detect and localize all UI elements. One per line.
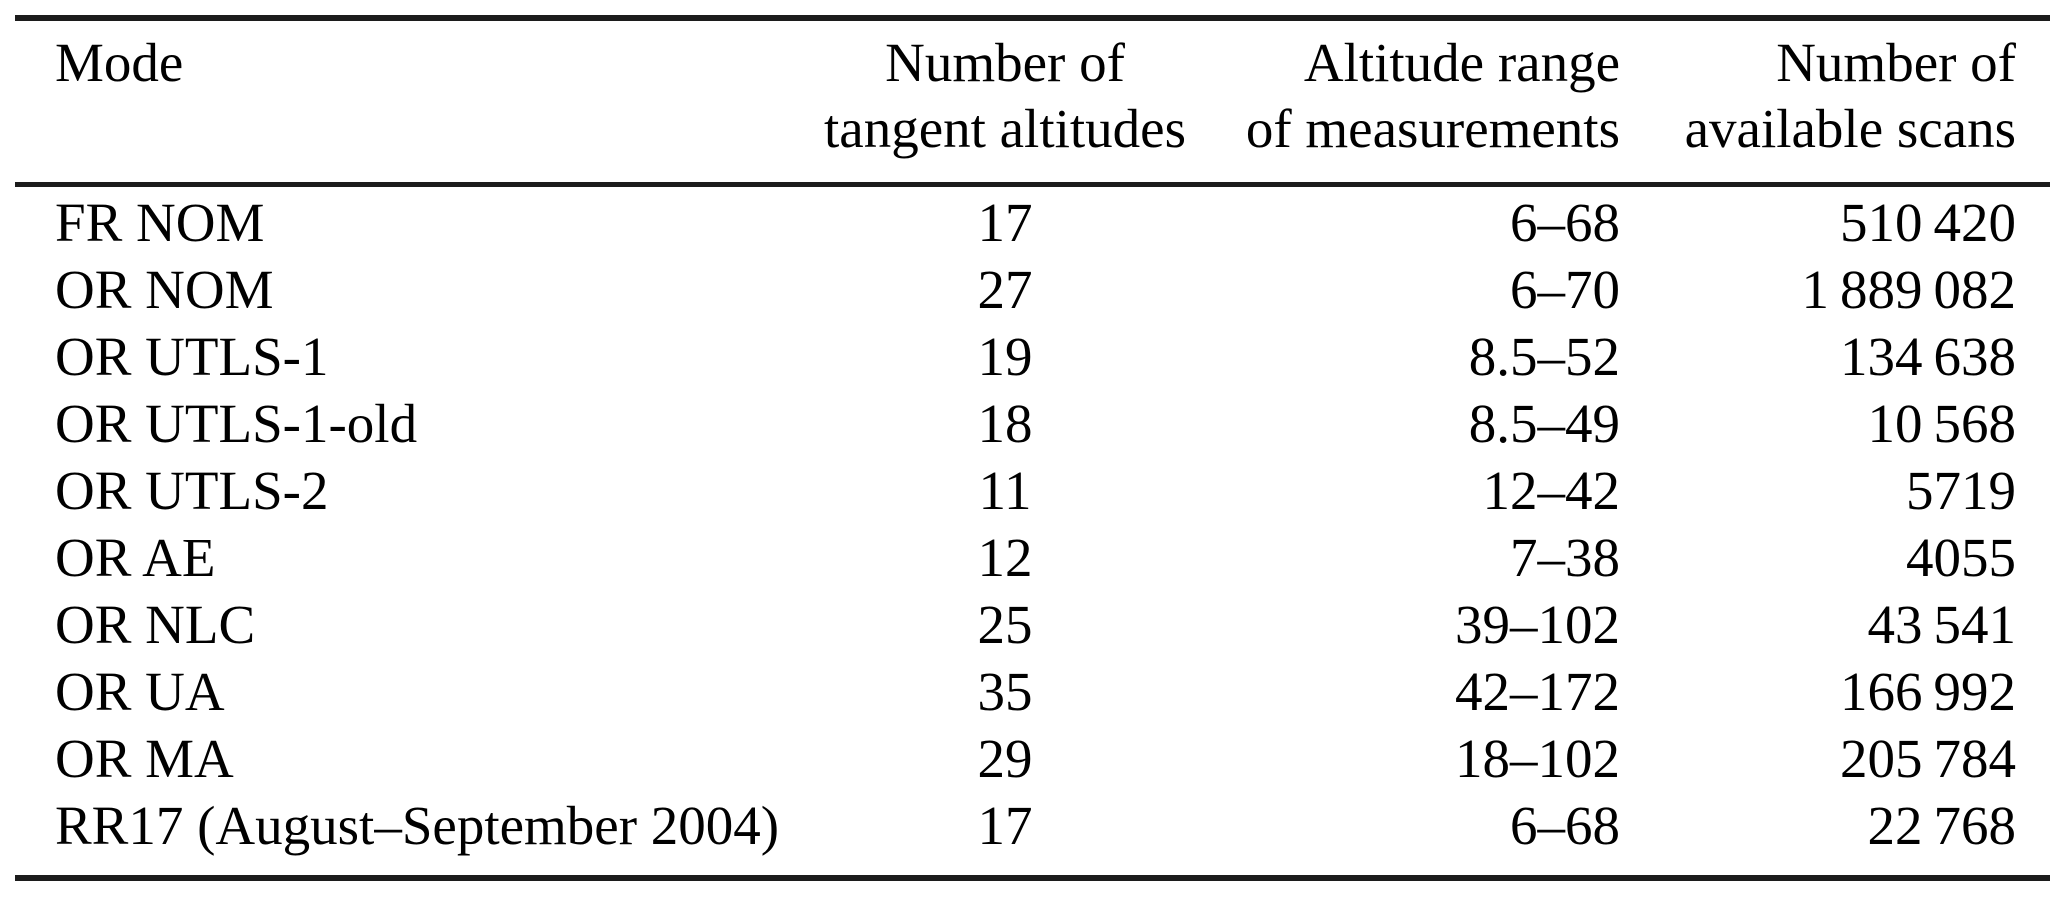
available-scans-cell: 43 541 [1867, 594, 2016, 655]
tangent-altitudes-cell: 35 [977, 661, 1033, 722]
table-row: OR UTLS-1 19 8.5–52 134 638 [15, 323, 2050, 390]
tangent-altitudes-cell: 27 [977, 259, 1033, 320]
header-line: Mode [55, 32, 184, 93]
mode-cell: OR MA [55, 728, 234, 789]
altitude-range-cell: 39–102 [1455, 594, 1620, 655]
altitude-range-cell: 8.5–52 [1468, 326, 1620, 387]
available-scans-cell: 4055 [1906, 527, 2016, 588]
header-line: tangent altitudes [824, 98, 1186, 159]
header-line: Number of [1776, 32, 2016, 93]
header-line: of measurements [1245, 98, 1620, 159]
mode-cell: FR NOM [55, 192, 265, 253]
available-scans-cell: 134 638 [1839, 326, 2016, 387]
mode-cell: OR UTLS-1-old [55, 393, 418, 454]
available-scans-cell: 205 784 [1839, 728, 2016, 789]
table-row: OR MA 29 18–102 205 784 [15, 725, 2050, 792]
table-header: Mode Number of tangent altitudes Altitud… [15, 18, 2050, 185]
mode-cell: RR17 (August–September 2004) [55, 795, 780, 856]
available-scans-cell: 510 420 [1839, 192, 2016, 253]
altitude-range-cell: 6–68 [1510, 795, 1620, 856]
header-line: Number of [885, 32, 1125, 93]
header-row: Mode Number of tangent altitudes Altitud… [15, 18, 2050, 185]
mode-cell: OR AE [55, 527, 216, 588]
tangent-altitudes-cell: 17 [977, 192, 1033, 253]
measurement-modes-table: Mode Number of tangent altitudes Altitud… [15, 15, 2050, 881]
header-line: Altitude range [1303, 32, 1620, 93]
tangent-altitudes-cell: 18 [977, 393, 1033, 454]
tangent-altitudes-cell: 19 [977, 326, 1033, 387]
altitude-range-cell: 42–172 [1455, 661, 1620, 722]
table-body: FR NOM 17 6–68 510 420 OR NOM 27 6–70 1 … [15, 185, 2050, 879]
table-row: RR17 (August–September 2004) 17 6–68 22 … [15, 792, 2050, 878]
available-scans-cell: 22 768 [1867, 795, 2016, 856]
mode-cell: OR NOM [55, 259, 274, 320]
altitude-range-cell: 7–38 [1510, 527, 1620, 588]
available-scans-cell: 5719 [1906, 460, 2016, 521]
table-row: OR UTLS-1-old 18 8.5–49 10 568 [15, 390, 2050, 457]
column-header-tangent-altitudes: Number of tangent altitudes [805, 18, 1205, 185]
table-row: OR NLC 25 39–102 43 541 [15, 591, 2050, 658]
column-header-mode: Mode [15, 18, 805, 185]
table-row: OR UA 35 42–172 166 992 [15, 658, 2050, 725]
column-header-altitude-range: Altitude range of measurements [1205, 18, 1620, 185]
tangent-altitudes-cell: 29 [977, 728, 1033, 789]
table-row: OR NOM 27 6–70 1 889 082 [15, 256, 2050, 323]
tangent-altitudes-cell: 17 [977, 795, 1033, 856]
table-row: OR AE 12 7–38 4055 [15, 524, 2050, 591]
available-scans-cell: 166 992 [1839, 661, 2016, 722]
header-line: available scans [1684, 98, 2016, 159]
table-row: OR UTLS-2 11 12–42 5719 [15, 457, 2050, 524]
tangent-altitudes-cell: 12 [977, 527, 1033, 588]
tangent-altitudes-cell: 11 [978, 460, 1032, 521]
mode-cell: OR UTLS-1 [55, 326, 329, 387]
altitude-range-cell: 6–70 [1510, 259, 1620, 320]
column-header-available-scans: Number of available scans [1620, 18, 2050, 185]
tangent-altitudes-cell: 25 [977, 594, 1033, 655]
mode-cell: OR UTLS-2 [55, 460, 329, 521]
altitude-range-cell: 12–42 [1482, 460, 1621, 521]
altitude-range-cell: 8.5–49 [1468, 393, 1620, 454]
mode-cell: OR NLC [55, 594, 256, 655]
available-scans-cell: 10 568 [1867, 393, 2016, 454]
available-scans-cell: 1 889 082 [1801, 259, 2016, 320]
altitude-range-cell: 18–102 [1455, 728, 1620, 789]
table-row: FR NOM 17 6–68 510 420 [15, 185, 2050, 257]
altitude-range-cell: 6–68 [1510, 192, 1620, 253]
mode-cell: OR UA [55, 661, 225, 722]
